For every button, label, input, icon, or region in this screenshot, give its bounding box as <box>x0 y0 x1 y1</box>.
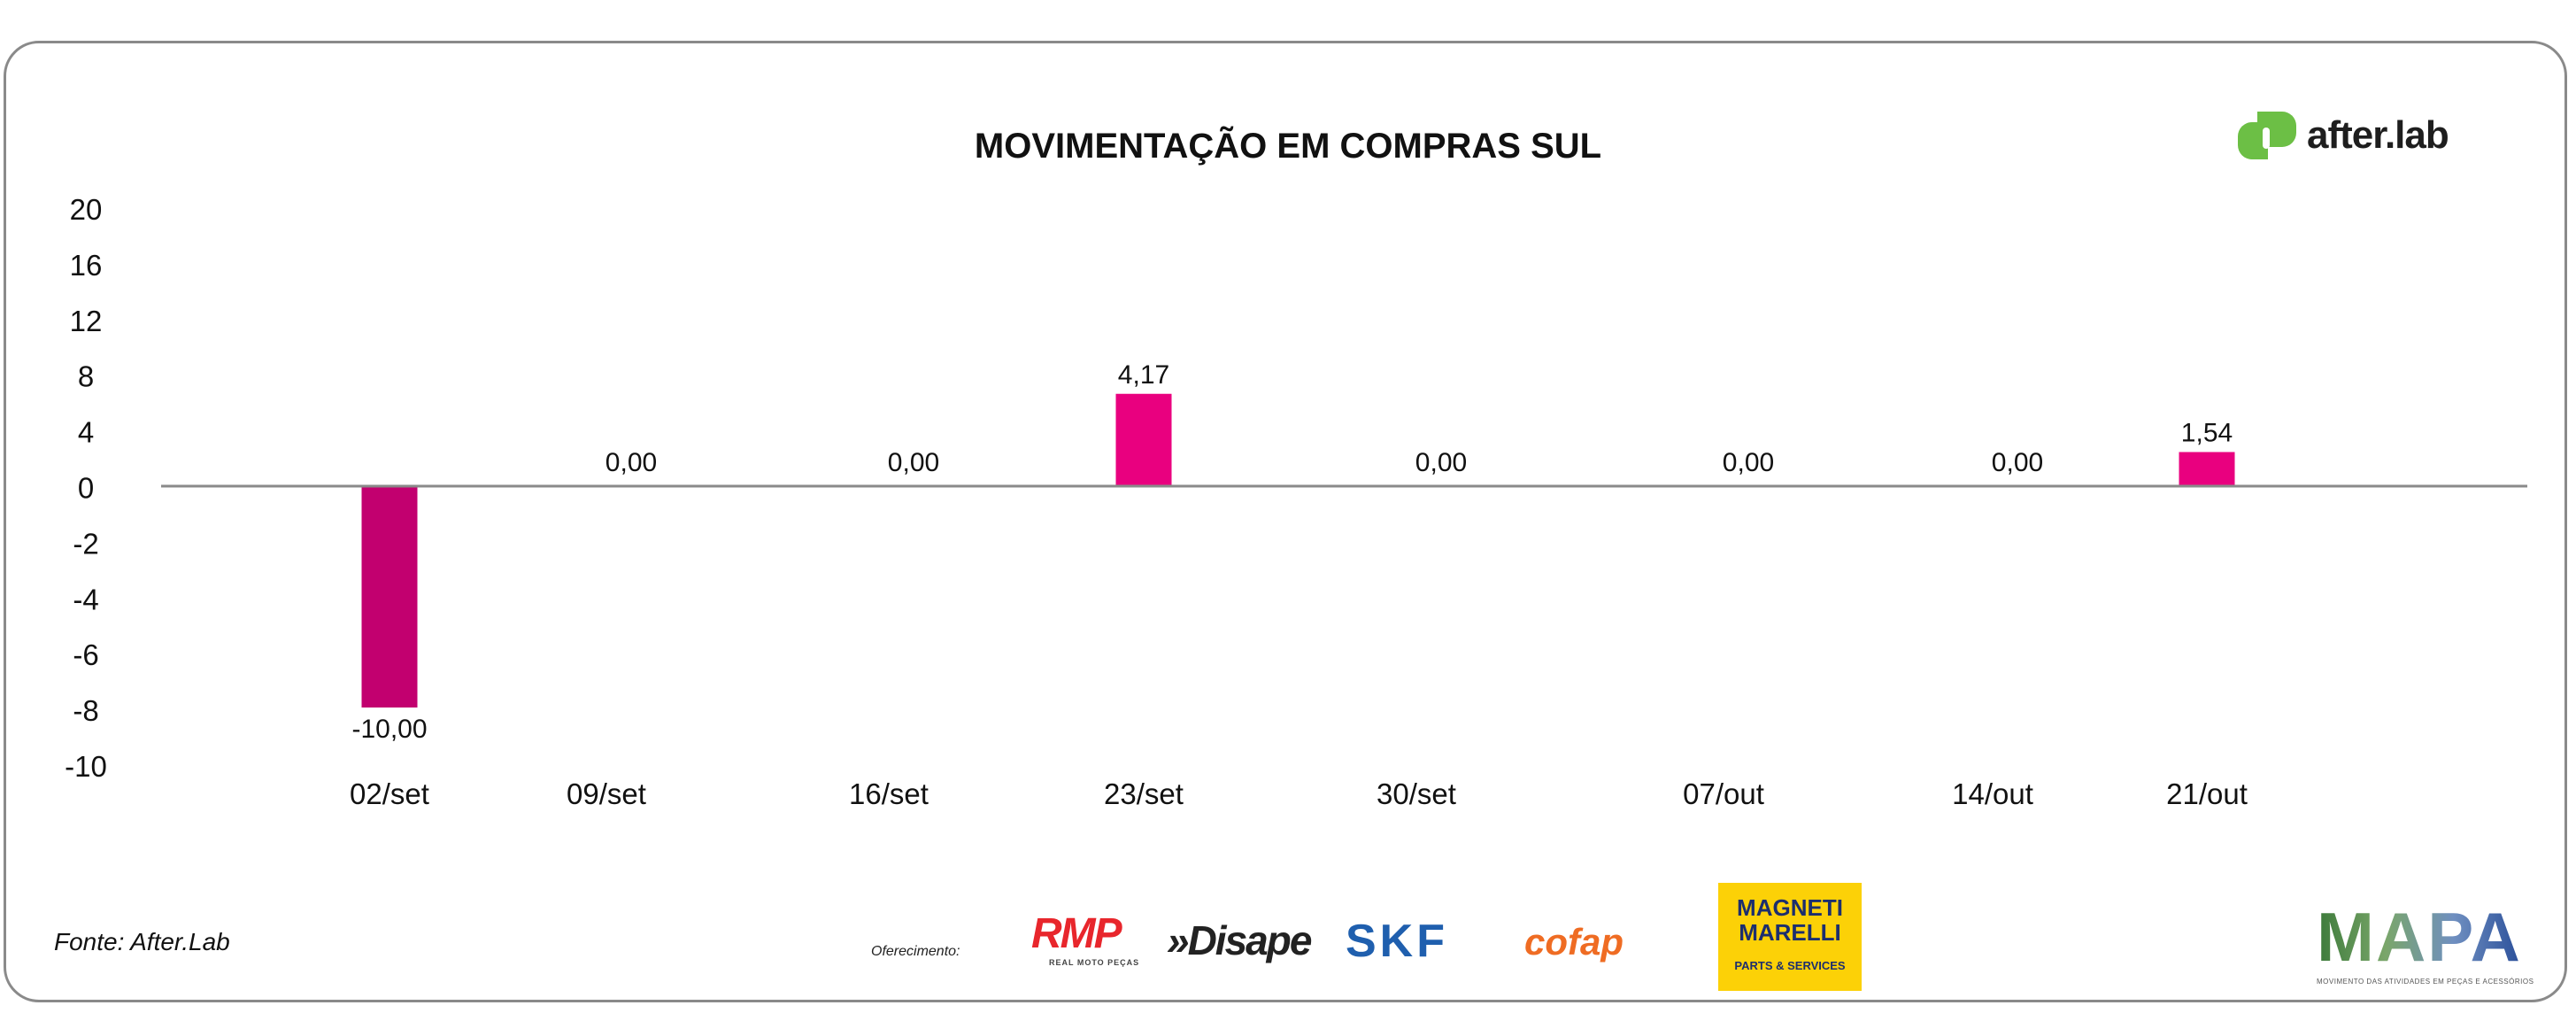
y-tick-label: -2 <box>73 527 98 560</box>
chart-frame <box>4 41 2567 1002</box>
chart-title: MOVIMENTAÇÃO EM COMPRAS SUL <box>974 127 1602 166</box>
x-tick-label: 23/set <box>1104 777 1184 810</box>
x-tick-label: 09/set <box>567 777 646 810</box>
magneti-marelli-logo-subtitle: PARTS & SERVICES <box>1734 959 1846 972</box>
rmp-logo-subtitle: REAL MOTO PEÇAS <box>1049 958 1140 967</box>
afterlab-logo-text: after.lab <box>2307 113 2449 157</box>
x-tick-label: 30/set <box>1377 777 1456 810</box>
mapa-tagline: MOVIMENTO DAS ATIVIDADES EM PEÇAS E ACES… <box>2317 978 2534 986</box>
data-label: 0,00 <box>1723 448 1774 477</box>
skf-logo: SKF <box>1346 916 1448 967</box>
sponsor-label: Oferecimento: <box>871 944 960 959</box>
x-tick-label: 02/set <box>350 777 429 810</box>
mapa-logo: MAPA <box>2317 898 2522 976</box>
afterlab-logo: after.lab <box>2238 112 2449 159</box>
data-label: 0,00 <box>1415 448 1467 477</box>
source-note: Fonte: After.Lab <box>54 928 230 955</box>
x-tick-label: 16/set <box>849 777 929 810</box>
x-tick-label: 21/out <box>2166 777 2248 810</box>
y-tick-label: -4 <box>73 583 98 615</box>
y-tick-label: 12 <box>70 305 103 337</box>
magneti-marelli-logo: MAGNETI MARELLI PARTS & SERVICES <box>1718 883 1862 991</box>
y-tick-label: -10 <box>65 750 107 783</box>
data-label: 0,00 <box>888 448 939 477</box>
x-tick-label: 07/out <box>1683 777 1764 810</box>
disape-logo: »Disape <box>1167 917 1312 963</box>
y-tick-label: -6 <box>73 638 98 671</box>
rmp-logo-text: RMP <box>1031 910 1122 957</box>
data-label: 0,00 <box>1992 448 2043 477</box>
data-label: 4,17 <box>1118 360 1169 390</box>
y-tick-label: 16 <box>70 249 103 282</box>
data-label: -10,00 <box>351 715 427 744</box>
y-tick-label: 8 <box>78 360 94 393</box>
y-tick-label: 4 <box>78 416 94 449</box>
x-tick-label: 14/out <box>1952 777 2033 810</box>
magneti-marelli-logo-text: MAGNETI MARELLI <box>1737 894 1843 946</box>
bar <box>2179 452 2235 486</box>
bar <box>1115 393 1172 486</box>
y-tick-label: -8 <box>73 694 98 727</box>
y-tick-label: 20 <box>70 193 103 226</box>
data-label: 0,00 <box>605 448 657 477</box>
y-tick-label: 0 <box>78 472 94 505</box>
data-label: 1,54 <box>2181 419 2233 448</box>
rmp-logo: RMP REAL MOTO PEÇAS <box>1031 912 1139 968</box>
afterlab-logo-icon <box>2238 112 2296 159</box>
cofap-logo: cofap <box>1524 921 1624 963</box>
bar <box>361 486 418 708</box>
